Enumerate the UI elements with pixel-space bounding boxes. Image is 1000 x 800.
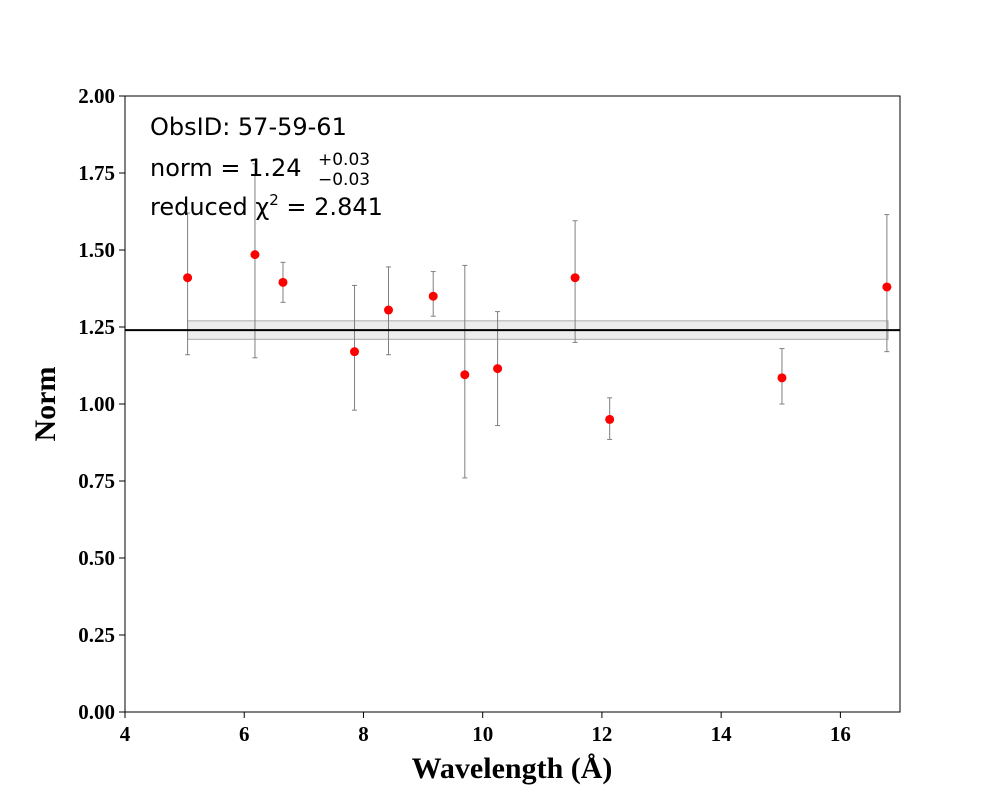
annotation-box: ObsID: 57-59-61 norm = 1.24 +0.03 −0.03 … [150, 113, 383, 221]
data-point [605, 414, 615, 424]
data-point [882, 282, 892, 292]
data-point [570, 273, 580, 283]
x-axis-ticks: 4 6 8 10 12 14 16 [120, 712, 851, 746]
x-tick-label: 16 [830, 722, 851, 746]
y-tick-label: 0.00 [78, 700, 115, 724]
x-tick-label: 6 [239, 722, 250, 746]
x-tick-label: 10 [472, 722, 493, 746]
chi2-prefix: reduced χ [150, 193, 269, 221]
x-axis-label: Wavelength (Å) [412, 752, 613, 785]
x-tick-label: 4 [120, 722, 131, 746]
data-point [384, 305, 393, 315]
chi2-annotation: reduced χ2 = 2.841 [150, 191, 383, 221]
y-tick-label: 2.00 [78, 84, 115, 108]
norm-error-minus: −0.03 [318, 170, 370, 190]
obsid-annotation: ObsID: 57-59-61 [150, 113, 347, 141]
chi2-suffix: = 2.841 [279, 193, 383, 221]
data-point [460, 370, 470, 380]
data-point [493, 364, 503, 374]
chi2-superscript: 2 [269, 191, 279, 209]
data-point [350, 347, 360, 357]
data-point [278, 277, 288, 287]
y-tick-label: 0.25 [78, 623, 115, 647]
x-tick-label: 8 [358, 722, 369, 746]
y-tick-label: 0.50 [78, 546, 115, 570]
x-tick-label: 12 [591, 722, 612, 746]
y-tick-label: 1.25 [78, 315, 115, 339]
x-tick-label: 14 [711, 722, 733, 746]
data-point-group [183, 250, 892, 424]
norm-prefix: norm = [150, 154, 248, 182]
y-axis-label: Norm [29, 367, 62, 442]
y-tick-label: 0.75 [78, 469, 115, 493]
data-point [428, 291, 438, 301]
norm-value: 1.24 [248, 154, 301, 182]
data-point [250, 250, 260, 260]
norm-error-plus: +0.03 [318, 150, 370, 170]
y-tick-label: 1.00 [78, 392, 115, 416]
data-point [777, 373, 787, 383]
y-tick-label: 1.50 [78, 238, 115, 262]
y-tick-label: 1.75 [78, 161, 115, 185]
y-axis-ticks: 0.00 0.25 0.50 0.75 1.00 1.25 1.50 1.75 2.00 [78, 84, 125, 724]
norm-annotation: norm = 1.24 [150, 154, 302, 182]
data-point [183, 273, 193, 283]
